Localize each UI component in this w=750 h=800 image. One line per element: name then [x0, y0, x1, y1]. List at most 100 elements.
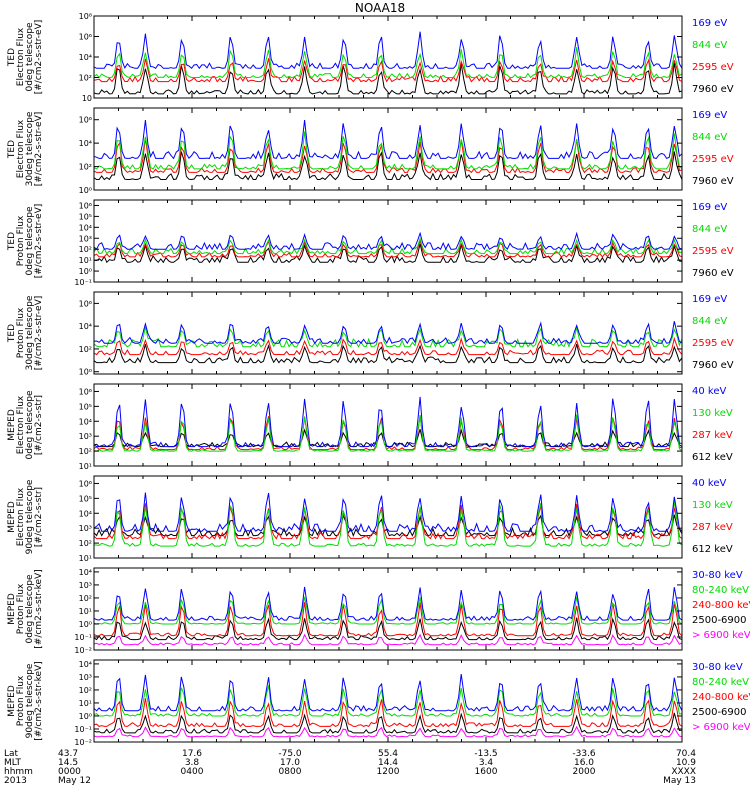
y-tick-label: 10⁸ — [79, 12, 92, 21]
series-line-7-5 — [93, 586, 683, 621]
y-axis-label-line: TED — [7, 232, 17, 251]
y-tick-label: 10² — [79, 447, 92, 456]
x-axis-hhmm-label: 1600 — [475, 767, 498, 777]
x-axis-lat-label: -13.5 — [474, 749, 497, 759]
x-row-label: hhmm — [4, 767, 33, 777]
series-line-3-1 — [93, 243, 683, 264]
y-tick-label: 10⁶ — [79, 116, 92, 125]
y-axis-label-line: 0deg telescope — [25, 574, 35, 644]
series-line-4-1 — [93, 343, 683, 364]
x-axis-mlt-label: 3.8 — [185, 758, 200, 768]
series-line-7-1 — [93, 633, 683, 646]
legend-entry: 169 eV — [692, 18, 727, 29]
legend-entry: 169 eV — [692, 202, 727, 213]
x-axis-mlt-label: 3.4 — [479, 758, 494, 768]
y-tick-label: 10⁻² — [74, 738, 92, 747]
legend-entry: 80-240 keV — [692, 677, 749, 688]
series-line-2-2 — [93, 137, 683, 174]
x-axis-lat-label: -75.0 — [278, 749, 302, 759]
y-tick-label: 10² — [79, 163, 92, 172]
legend-entry: 130 keV — [692, 408, 733, 419]
series-line-7-2 — [93, 617, 683, 641]
series-line-4-4 — [93, 321, 683, 345]
y-tick-label: 10⁻¹ — [74, 278, 92, 287]
legend-entry: 240-800 keV — [692, 692, 750, 703]
y-tick-label: 10⁴ — [79, 53, 92, 62]
y-tick-label: 10¹ — [79, 607, 92, 616]
y-tick-label: 10¹ — [79, 699, 92, 708]
y-tick-label: 10⁵ — [79, 212, 92, 221]
y-axis-label-line: Electron Flux — [16, 27, 26, 86]
y-axis-label-line: MEPED — [7, 593, 17, 625]
y-axis-label-line: TED — [7, 48, 17, 67]
y-tick-label: 10² — [79, 74, 92, 83]
y-axis-label-line: [#/cm2-s-str-keV] — [34, 661, 44, 740]
x-axis-hhmm-label: 1200 — [377, 767, 400, 777]
legend-entry: 287 keV — [692, 430, 733, 441]
legend-entry: 30-80 keV — [692, 570, 743, 581]
series-line-8-1 — [93, 725, 683, 738]
y-tick-label: 10⁴ — [79, 509, 92, 518]
y-tick-label: 10⁴ — [79, 660, 92, 669]
panel-frame — [93, 475, 683, 559]
y-axis-label-line: MEPED — [7, 409, 17, 441]
series-line-3-2 — [93, 238, 683, 258]
y-axis-label-line: Proton Flux — [16, 583, 26, 634]
y-tick-label: 10¹ — [79, 462, 92, 471]
legend-entry: 130 keV — [692, 500, 733, 511]
legend-entry: 80-240 keV — [692, 585, 749, 596]
y-tick-label: 10⁴ — [79, 223, 92, 232]
y-axis-label-line: Proton Flux — [16, 307, 26, 358]
x-row-label: 2013 — [4, 776, 27, 786]
legend-entry: 2595 eV — [692, 246, 734, 257]
y-tick-label: 10 — [82, 94, 92, 103]
y-axis-label-line: 0deg telescope — [25, 206, 35, 276]
y-tick-label: 10³ — [79, 432, 92, 441]
legend-entry: 40 keV — [692, 478, 726, 489]
legend-entry: 612 keV — [692, 452, 733, 463]
y-tick-label: 10⁻¹ — [74, 633, 92, 642]
y-axis-label-line: 30deg telescope — [25, 295, 35, 370]
y-axis-label-line: [#/cm2-s-str-eV] — [34, 20, 44, 95]
legend-entry: 844 eV — [692, 316, 727, 327]
legend-entry: 30-80 keV — [692, 662, 743, 673]
panel-3: 10⁻¹ 10⁰ 10¹ 10² 10³ 10⁴ 10⁵ 10⁶ TED Proton Flux 0… — [7, 199, 734, 287]
y-tick-label: 10⁻¹ — [74, 725, 92, 734]
series-line-5-4 — [93, 396, 682, 448]
y-axis-label-line: 90deg telescope — [25, 663, 35, 738]
y-tick-label: 10² — [79, 245, 92, 254]
y-axis-label-line: [#/cm2-s-str-keV] — [34, 569, 44, 648]
y-axis-label-line: [#/cm2-s-str-eV] — [34, 112, 44, 187]
y-tick-label: 10³ — [79, 234, 92, 243]
y-axis-label-line: Proton Flux — [16, 215, 26, 266]
y-tick-label: 10⁶ — [79, 201, 92, 210]
y-axis-label-line: Electron Flux — [16, 487, 26, 546]
plot-title: NOAA18 — [355, 1, 405, 15]
x-axis-hhmm-label: 2000 — [573, 767, 596, 777]
panel-2: 10⁰ 10² 10⁴ 10⁶ TED Electron Flux 30deg telesc… — [7, 107, 734, 195]
series-line-5-2 — [93, 415, 683, 451]
y-axis-label-line: [#/cm2-s-str] — [34, 487, 44, 547]
series-line-4-2 — [93, 336, 683, 356]
series-line-6-2 — [93, 503, 683, 540]
x-axis-lat-label: 17.6 — [182, 749, 202, 759]
series-line-6-4 — [93, 492, 683, 533]
x-axis-mlt-label: 17.0 — [280, 758, 300, 768]
y-tick-label: 10⁴ — [79, 417, 92, 426]
y-axis-label-line: MEPED — [7, 501, 17, 533]
legend-entry: > 6900 keV — [692, 630, 750, 641]
x-row-label: Lat — [4, 749, 19, 759]
y-axis-label-line: [#/cm2-s-str-eV] — [34, 204, 44, 279]
legend-entry: > 6900 keV — [692, 722, 750, 733]
y-tick-label: 10¹ — [79, 256, 92, 265]
y-tick-label: 10² — [79, 686, 92, 695]
legend-entry: 240-800 keV — [692, 600, 750, 611]
y-tick-label: 10¹ — [79, 554, 92, 563]
legend-entry: 7960 eV — [692, 360, 734, 371]
y-axis-label-line: 90deg telescope — [25, 479, 35, 554]
series-line-8-3 — [93, 698, 683, 728]
panel-5: 10¹ 10² 10³ 10⁴ 10⁵ 10⁶ MEPED Electron Flux 0deg… — [7, 383, 733, 471]
series-line-2-1 — [93, 151, 683, 181]
series-line-5-1 — [93, 428, 683, 448]
